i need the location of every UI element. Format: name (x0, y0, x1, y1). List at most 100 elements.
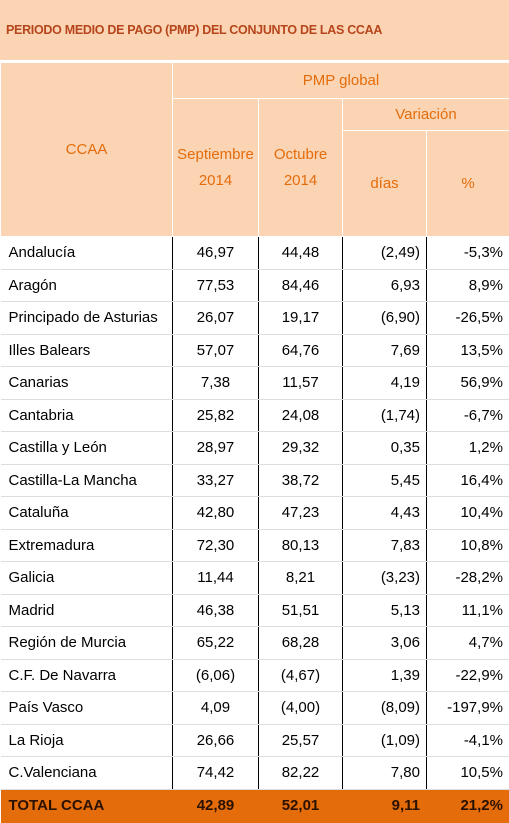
october-value: 29,32 (259, 432, 343, 465)
days-value: 4,43 (343, 497, 427, 530)
data-row: C.F. De Navarra(6,06)(4,67)1,39-22,9% (1, 659, 509, 692)
ccaa-name: TOTAL CCAA (1, 789, 173, 822)
ccaa-name: Castilla-La Mancha (1, 464, 173, 497)
ccaa-name: Principado de Asturias (1, 302, 173, 335)
october-value: 52,01 (259, 789, 343, 822)
percent-value: -22,9% (427, 659, 509, 692)
days-value: (8,09) (343, 692, 427, 725)
percent-value: -6,7% (427, 399, 509, 432)
percent-value: 56,9% (427, 367, 509, 400)
ccaa-name: La Rioja (1, 724, 173, 757)
september-value: 42,80 (173, 497, 259, 530)
ccaa-name: Región de Murcia (1, 627, 173, 660)
percent-value: -197,9% (427, 692, 509, 725)
header-group: PMP global (173, 63, 509, 99)
september-value: 72,30 (173, 529, 259, 562)
percent-value: 13,5% (427, 334, 509, 367)
percent-value: 4,7% (427, 627, 509, 660)
october-value: (4,00) (259, 692, 343, 725)
percent-value: 10,4% (427, 497, 509, 530)
title: PERIODO MEDIO DE PAGO (PMP) DEL CONJUNTO… (0, 0, 509, 62)
percent-value: 10,8% (427, 529, 509, 562)
days-value: (1,74) (343, 399, 427, 432)
september-value: 25,82 (173, 399, 259, 432)
ccaa-name: C.Valenciana (1, 757, 173, 790)
percent-value: -5,3% (427, 237, 509, 270)
header-ccaa: CCAA (1, 63, 173, 237)
pmp-table: CCAA PMP global Septiembre 2014 Octubre … (0, 62, 509, 823)
days-value: 7,83 (343, 529, 427, 562)
october-value: 24,08 (259, 399, 343, 432)
september-value: 77,53 (173, 269, 259, 302)
september-value: 74,42 (173, 757, 259, 790)
days-value: 5,13 (343, 594, 427, 627)
ccaa-name: Aragón (1, 269, 173, 302)
september-value: 33,27 (173, 464, 259, 497)
days-value: 3,06 (343, 627, 427, 660)
september-value: 26,66 (173, 724, 259, 757)
ccaa-name: País Vasco (1, 692, 173, 725)
ccaa-name: Andalucía (1, 237, 173, 270)
days-value: (6,90) (343, 302, 427, 335)
percent-value: -28,2% (427, 562, 509, 595)
ccaa-name: Madrid (1, 594, 173, 627)
september-value: 57,07 (173, 334, 259, 367)
days-value: 6,93 (343, 269, 427, 302)
ccaa-name: Cataluña (1, 497, 173, 530)
october-value: (4,67) (259, 659, 343, 692)
october-value: 47,23 (259, 497, 343, 530)
september-value: 46,38 (173, 594, 259, 627)
october-value: 82,22 (259, 757, 343, 790)
days-value: 7,80 (343, 757, 427, 790)
october-value: 64,76 (259, 334, 343, 367)
ccaa-name: Galicia (1, 562, 173, 595)
september-value: 28,97 (173, 432, 259, 465)
days-value: (3,23) (343, 562, 427, 595)
october-value: 44,48 (259, 237, 343, 270)
october-value: 68,28 (259, 627, 343, 660)
ccaa-name: Extremadura (1, 529, 173, 562)
percent-value: -4,1% (427, 724, 509, 757)
ccaa-name: Illes Balears (1, 334, 173, 367)
september-value: 42,89 (173, 789, 259, 822)
percent-value: 10,5% (427, 757, 509, 790)
header-september: Septiembre 2014 (173, 99, 259, 237)
september-value: (6,06) (173, 659, 259, 692)
october-value: 11,57 (259, 367, 343, 400)
ccaa-name: Canarias (1, 367, 173, 400)
header-days: días (343, 131, 427, 237)
header-variation: Variación (343, 99, 509, 131)
percent-value: 8,9% (427, 269, 509, 302)
september-value: 7,38 (173, 367, 259, 400)
september-value: 4,09 (173, 692, 259, 725)
ccaa-name: Cantabria (1, 399, 173, 432)
september-value: 46,97 (173, 237, 259, 270)
october-value: 25,57 (259, 724, 343, 757)
header-october: Octubre 2014 (259, 99, 343, 237)
percent-value: 1,2% (427, 432, 509, 465)
october-value: 80,13 (259, 529, 343, 562)
october-value: 19,17 (259, 302, 343, 335)
september-value: 26,07 (173, 302, 259, 335)
percent-value: 21,2% (427, 789, 509, 822)
september-value: 11,44 (173, 562, 259, 595)
percent-value: 11,1% (427, 594, 509, 627)
percent-value: -26,5% (427, 302, 509, 335)
october-value: 8,21 (259, 562, 343, 595)
